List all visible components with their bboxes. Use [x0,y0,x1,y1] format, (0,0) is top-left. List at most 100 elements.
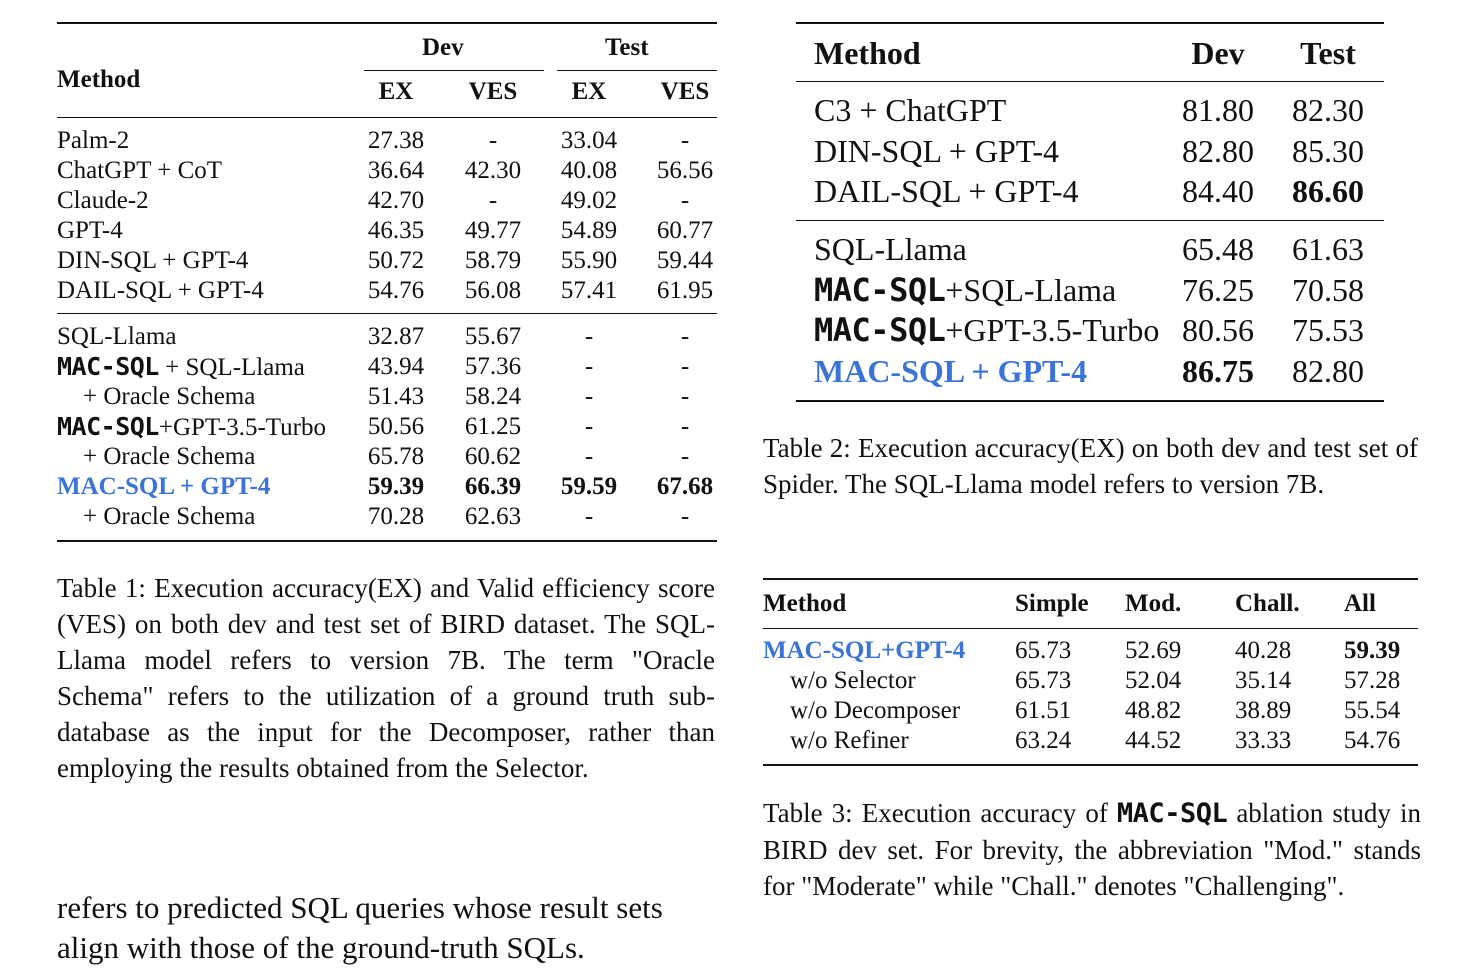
value-dev-ex: 54.76 [367,277,425,304]
method-label: DIN-SQL + GPT-4 [814,132,1060,169]
method-label: MAC-SQL + GPT-4 [57,473,271,500]
table-row: DAIL-SQL + GPT-4 54.76 56.08 57.41 61.95 [57,276,717,306]
table-row: MAC-SQL + SQL-Llama 43.94 57.36 - - [57,352,717,382]
top-rule [796,22,1384,24]
method-cell: GPT-4 [57,216,123,246]
table-row: MAC-SQL + GPT-4 86.75 82.80 [796,351,1384,391]
value-dev-ex: 50.56 [367,413,425,440]
top-rule [57,22,717,24]
value-dev-ves: 62.63 [464,503,522,530]
method-cell: w/o Refiner [790,727,909,754]
header-method: Method [763,590,847,617]
value-test-ex: - [584,413,594,440]
value-dev: 76.25 [1182,271,1254,308]
method-mono: MAC-SQL [814,311,946,349]
value-dev: 65.48 [1182,231,1254,267]
value-chall: 35.14 [1235,667,1292,694]
value-simple: 65.73 [1015,667,1072,694]
value-dev-ex: 70.28 [367,503,425,530]
value-mod: 48.82 [1125,697,1182,724]
value-dev-ves: 49.77 [464,217,522,244]
table-row: DAIL-SQL + GPT-4 84.40 86.60 [796,171,1384,211]
header-mod: Mod. [1125,590,1182,617]
value-dev-ves: 42.30 [464,157,522,184]
bottom-rule [796,400,1384,402]
method-label: +GPT-3.5-Turbo [158,414,327,441]
value-dev-ves: 61.25 [464,413,522,440]
method-cell: ChatGPT + CoT [57,156,222,186]
header-dev: Dev [1191,35,1245,71]
header-test: Test [1300,35,1356,71]
header-dev: Dev [422,34,464,61]
value-test-ves: - [680,353,690,380]
table1-caption: Table 1: Execution accuracy(EX) and Vali… [57,573,715,783]
value-dev: 86.75 [1182,352,1254,389]
value-dev-ves: 66.39 [464,473,522,500]
value-dev-ex: 32.87 [367,323,425,350]
value-dev-ves: 58.24 [464,383,522,410]
value-test-ex: 55.90 [560,247,618,274]
value-all: 55.54 [1344,697,1401,724]
table2-caption: Table 2: Execution accuracy(EX) on both … [763,433,1418,499]
value-dev-ves: 58.79 [464,247,522,274]
group-rule-test [557,70,717,71]
method-label: SQL-Llama [57,323,177,350]
value-test: 70.58 [1292,271,1364,308]
method-cell: + Oracle Schema [83,442,255,472]
bottom-rule [57,540,717,542]
header-rule [796,81,1384,82]
method-label: +GPT-3.5-Turbo [945,312,1160,348]
method-label: MAC-SQL + GPT-4 [814,352,1088,389]
value-test-ves: 59.44 [656,247,714,274]
value-chall: 38.89 [1235,697,1292,724]
header-test-ves: VES [660,78,710,105]
value-dev-ex: 59.39 [367,473,425,500]
value-test-ves: - [680,323,690,350]
value-dev-ex: 65.78 [367,443,425,470]
caption-mono: MAC-SQL [1116,798,1228,829]
header-simple: Simple [1015,590,1089,617]
header-test: Test [605,34,649,61]
method-cell: SQL-Llama [814,229,967,269]
value-dev-ex: 42.70 [367,187,425,214]
table-row: Palm-2 27.38 - 33.04 - [57,126,717,156]
method-cell: + Oracle Schema [83,502,255,532]
method-label: +SQL-Llama [945,271,1117,308]
value-test: 82.80 [1292,352,1364,389]
method-mono: MAC-SQL [57,412,159,441]
table-row: C3 + ChatGPT 81.80 82.30 [796,90,1384,130]
value-test-ves: - [680,127,690,154]
value-test: 75.53 [1292,312,1364,348]
header-all: All [1344,590,1376,617]
value-test-ex: 54.89 [560,217,618,244]
table-row: MAC-SQL+SQL-Llama 76.25 70.58 [796,270,1384,310]
value-dev-ex: 27.38 [367,127,425,154]
method-cell: MAC-SQL+GPT-3.5-Turbo [57,412,326,443]
method-cell: DIN-SQL + GPT-4 [57,246,248,276]
value-test-ves: 56.56 [656,157,714,184]
value-all: 59.39 [1344,637,1401,664]
method-cell: + Oracle Schema [83,382,255,412]
table-row: SQL-Llama 32.87 55.67 - - [57,322,717,352]
value-test-ves: 60.77 [656,217,714,244]
value-mod: 44.52 [1125,727,1182,754]
header-method: Method [814,35,921,71]
method-label: SQL-Llama [814,231,967,267]
value-test-ex: - [584,323,594,350]
value-test-ex: 59.59 [560,473,618,500]
value-test-ex: 49.02 [560,187,618,214]
method-cell: C3 + ChatGPT [814,90,1006,130]
value-test: 61.63 [1292,231,1364,267]
value-simple: 61.51 [1015,697,1072,724]
method-cell: SQL-Llama [57,322,176,352]
value-test-ex: - [584,503,594,530]
method-label: DAIL-SQL + GPT-4 [814,173,1079,209]
value-dev-ves: 55.67 [464,323,522,350]
value-test-ves: - [680,187,690,214]
value-dev-ex: 36.64 [367,157,425,184]
table2-header: Method Dev Test [796,33,1384,73]
value-dev: 80.56 [1182,312,1254,348]
value-test-ex: - [584,383,594,410]
value-simple: 63.24 [1015,727,1072,754]
table-row: + Oracle Schema 70.28 62.63 - - [57,502,717,532]
